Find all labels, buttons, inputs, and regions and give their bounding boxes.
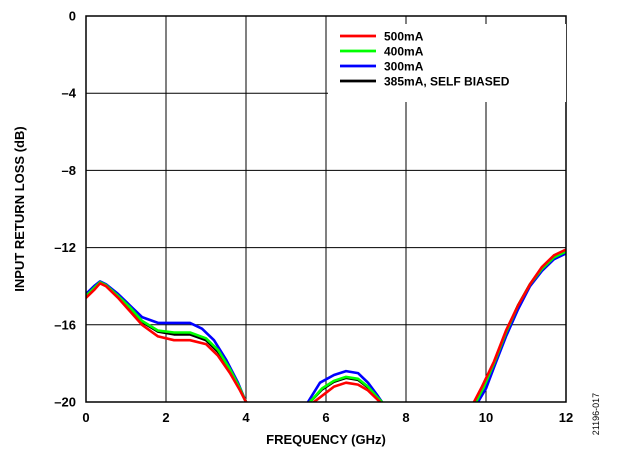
figure-id: 21196-017 [591, 393, 601, 435]
series-line-0 [312, 381, 382, 402]
legend-label: 300mA [384, 60, 424, 74]
series-line-2 [476, 252, 566, 402]
x-tick-label: 4 [242, 410, 250, 425]
series-lines [86, 248, 566, 402]
x-tick-label: 12 [559, 410, 573, 425]
y-tick-label: –12 [54, 240, 76, 255]
series-line-0 [472, 248, 566, 402]
series-line-1 [308, 375, 384, 402]
y-tick-label: 0 [69, 9, 76, 24]
legend-label: 400mA [384, 45, 424, 59]
legend-label: 385mA, SELF BIASED [384, 75, 510, 89]
x-tick-label: 6 [322, 410, 329, 425]
x-tick-label: 0 [82, 410, 89, 425]
plot-frame [85, 15, 567, 403]
series-line-2 [306, 369, 384, 402]
legend-label: 500mA [384, 30, 424, 44]
y-axis-label: INPUT RETURN LOSS (dB) [12, 126, 27, 291]
x-tick-label: 2 [162, 410, 169, 425]
series-line-0 [86, 282, 248, 402]
x-tick-labels: 0 2 4 6 8 10 12 [82, 410, 573, 425]
y-tick-labels: 0 –4 –8 –12 –16 –20 [54, 9, 76, 410]
x-tick-label: 10 [479, 410, 493, 425]
x-tick-label: 8 [402, 410, 409, 425]
y-tick-label: –16 [54, 317, 76, 332]
y-tick-label: –4 [62, 86, 77, 101]
y-tick-label: –8 [62, 163, 76, 178]
x-axis-label: FREQUENCY (GHz) [266, 432, 386, 447]
y-tick-label: –20 [54, 395, 76, 410]
